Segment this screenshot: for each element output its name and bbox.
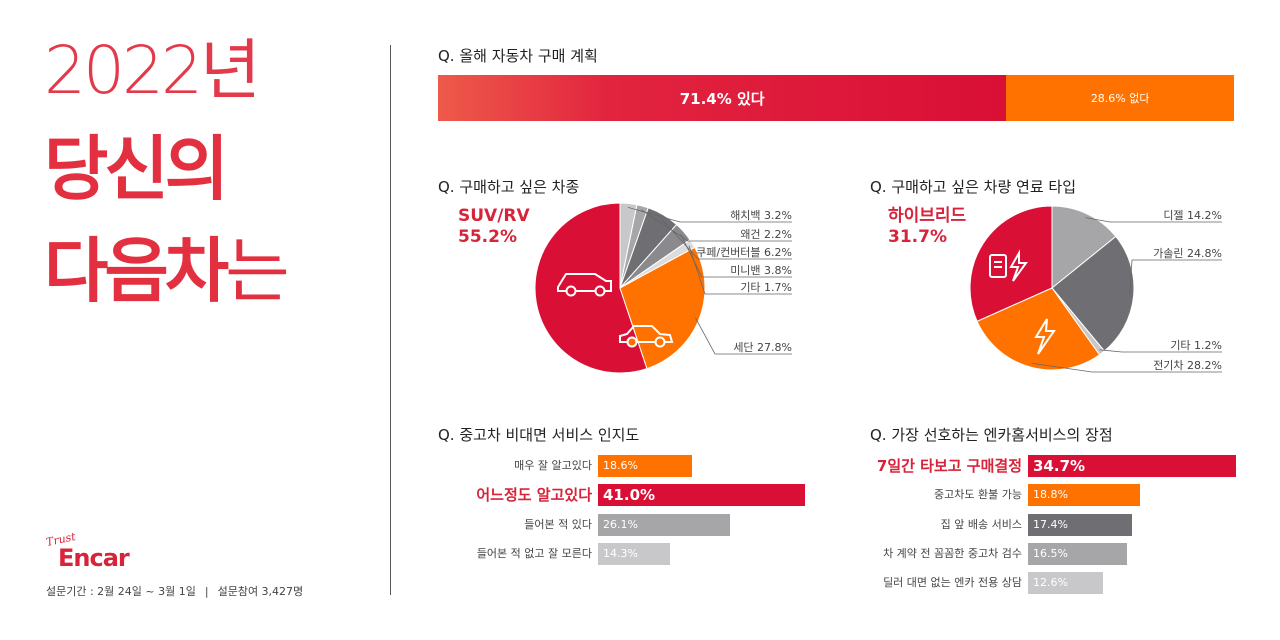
hero-line-3: 다음차는 xyxy=(44,236,290,306)
awareness-value-label: 18.6% xyxy=(603,459,638,472)
fuel-type-leader-line xyxy=(1129,259,1222,296)
fuel-type-slice-highlight xyxy=(969,205,1053,323)
awareness-category-label: 들어본 적 없고 잘 모른다 xyxy=(476,547,592,560)
hero-line-2: 당신의 xyxy=(44,128,229,210)
fuel-type-label: 디젤 14.2% xyxy=(1163,209,1222,222)
sedan-icon xyxy=(619,325,674,348)
benefits-value-label: 17.4% xyxy=(1033,518,1068,531)
car-type-highlight: SUV/RV 55.2% xyxy=(458,206,530,248)
suv-icon xyxy=(557,273,612,297)
benefits-bar: 18.8% xyxy=(1028,484,1141,506)
benefits-value-label: 12.6% xyxy=(1033,576,1068,589)
car-type-leader-line xyxy=(641,209,792,242)
benefits-row: 중고차도 환불 가능 xyxy=(0,484,1022,506)
fuel-type-slice-4 xyxy=(976,287,1101,371)
fuel-type-leader-line xyxy=(1099,349,1222,353)
car-type-label: 미니밴 3.8% xyxy=(730,264,792,277)
benefits-category-label: 집 앞 배송 서비스 xyxy=(940,518,1022,531)
awareness-row: 들어본 적 없고 잘 모른다 xyxy=(0,543,592,565)
brand-logo: Encar xyxy=(58,544,130,572)
car-type-highlight-value: 55.2% xyxy=(458,227,517,247)
survey-participants: 설문참여 3,427명 xyxy=(217,585,304,598)
hero-year: 2022년 xyxy=(44,32,261,109)
benefits-category-label: 중고차도 환불 가능 xyxy=(934,488,1022,501)
awareness-row: 어느정도 알고있다 xyxy=(0,484,592,506)
question-fuel-type: Q. 구매하고 싶은 차량 연료 타입 xyxy=(870,178,1077,196)
car-type-label: 세단 27.8% xyxy=(733,341,792,354)
question-purchase-plan: Q. 올해 자동차 구매 계획 xyxy=(438,47,598,65)
benefits-row: 딜러 대면 없는 엔카 전용 상담 xyxy=(0,572,1022,594)
awareness-row: 매우 잘 알고있다 xyxy=(0,455,592,477)
car-type-leader-line xyxy=(680,234,792,278)
awareness-value-label: 41.0% xyxy=(603,486,656,504)
awareness-value-label: 14.3% xyxy=(603,547,638,560)
survey-period: 설문기간 : 2월 24일 ~ 3월 1일 xyxy=(46,585,196,598)
electric-icon xyxy=(1034,318,1056,355)
hero-line-3-bold: 다음차 xyxy=(44,230,229,312)
car-type-label: 쿠페/컨버터블 6.2% xyxy=(696,246,792,259)
car-type-leader-line xyxy=(660,217,792,260)
fuel-type-label: 기타 1.2% xyxy=(1170,339,1222,352)
footer-separator: | xyxy=(204,585,209,598)
benefits-bar: 12.6% xyxy=(1028,572,1104,594)
awareness-category-label: 들어본 적 있다 xyxy=(524,518,592,531)
bar-segment-no: 28.6% 없다 xyxy=(1006,75,1234,121)
fuel-type-highlight-name: 하이브리드 xyxy=(888,206,967,226)
benefits-bar: 17.4% xyxy=(1028,514,1133,536)
hero-line-3-light: 는 xyxy=(225,230,289,312)
fuel-type-slice-2 xyxy=(1051,235,1135,352)
benefits-value-label: 16.5% xyxy=(1033,547,1068,560)
car-type-pie: 해치백 3.2% 왜건 2.2% 쿠페/컨버터블 6.2% 미니밴 3.8% 기타 1.… xyxy=(534,202,792,374)
fuel-type-leader-line xyxy=(1085,217,1222,223)
fuel-type-label: 전기차 28.2% xyxy=(1153,359,1222,372)
fuel-type-highlight-value: 31.7% xyxy=(888,227,947,247)
benefits-row: 7일간 타보고 구매결정 xyxy=(0,455,1022,477)
question-benefits: Q. 가장 선호하는 엔카홈서비스의 장점 xyxy=(870,426,1113,444)
vertical-divider xyxy=(390,45,391,595)
fuel-type-highlight: 하이브리드 31.7% xyxy=(888,206,966,248)
car-type-label: 해치백 3.2% xyxy=(730,208,792,222)
benefits-category-label: 딜러 대면 없는 엔카 전용 상담 xyxy=(883,576,1022,589)
question-awareness: Q. 중고차 비대면 서비스 인지도 xyxy=(438,426,640,444)
car-type-leader-line xyxy=(688,245,792,295)
hybrid-icon xyxy=(989,249,1028,282)
benefits-bar: 34.7% xyxy=(1028,455,1236,477)
car-type-slice-6 xyxy=(619,246,706,370)
car-type-highlight-name: SUV/RV xyxy=(458,206,530,226)
awareness-bar: 14.3% xyxy=(598,543,671,565)
benefits-category-label: 차 계약 전 꼼꼼한 중고차 검수 xyxy=(883,547,1022,560)
car-type-leader-line xyxy=(695,317,792,355)
car-type-label: 기타 1.7% xyxy=(740,281,792,294)
question-car-type: Q. 구매하고 싶은 차종 xyxy=(438,178,580,196)
car-type-slice-highlight xyxy=(534,202,648,374)
awareness-value-label: 26.1% xyxy=(603,518,638,531)
benefits-row: 차 계약 전 꼼꼼한 중고차 검수 xyxy=(0,543,1022,565)
benefits-row: 집 앞 배송 서비스 xyxy=(0,514,1022,536)
awareness-bar: 41.0% xyxy=(598,484,806,506)
awareness-row: 들어본 적 있다 xyxy=(0,514,592,536)
awareness-bar: 26.1% xyxy=(598,514,731,536)
benefits-bar: 16.5% xyxy=(1028,543,1127,565)
awareness-bar: 18.6% xyxy=(598,455,693,477)
benefits-category-label: 7일간 타보고 구매결정 xyxy=(876,457,1022,475)
survey-footer: 설문기간 : 2월 24일 ~ 3월 1일 | 설문참여 3,427명 xyxy=(46,583,303,599)
fuel-type-pie: 디젤 14.2% 가솔린 24.8% 기타 1.2% 전기차 28.2% xyxy=(969,205,1222,373)
fuel-type-leader-line xyxy=(1031,362,1222,373)
benefits-value-label: 34.7% xyxy=(1033,457,1086,475)
benefits-value-label: 18.8% xyxy=(1033,488,1068,501)
fuel-type-slice-1 xyxy=(1051,205,1117,290)
purchase-plan-bar: 71.4% 있다 28.6% 없다 xyxy=(438,75,1234,121)
fuel-type-label: 가솔린 24.8% xyxy=(1153,247,1222,260)
bar-segment-yes: 71.4% 있다 xyxy=(438,75,1007,121)
awareness-category-label: 어느정도 알고있다 xyxy=(476,486,592,504)
car-type-label: 왜건 2.2% xyxy=(740,228,792,241)
awareness-category-label: 매우 잘 알고있다 xyxy=(514,459,592,472)
